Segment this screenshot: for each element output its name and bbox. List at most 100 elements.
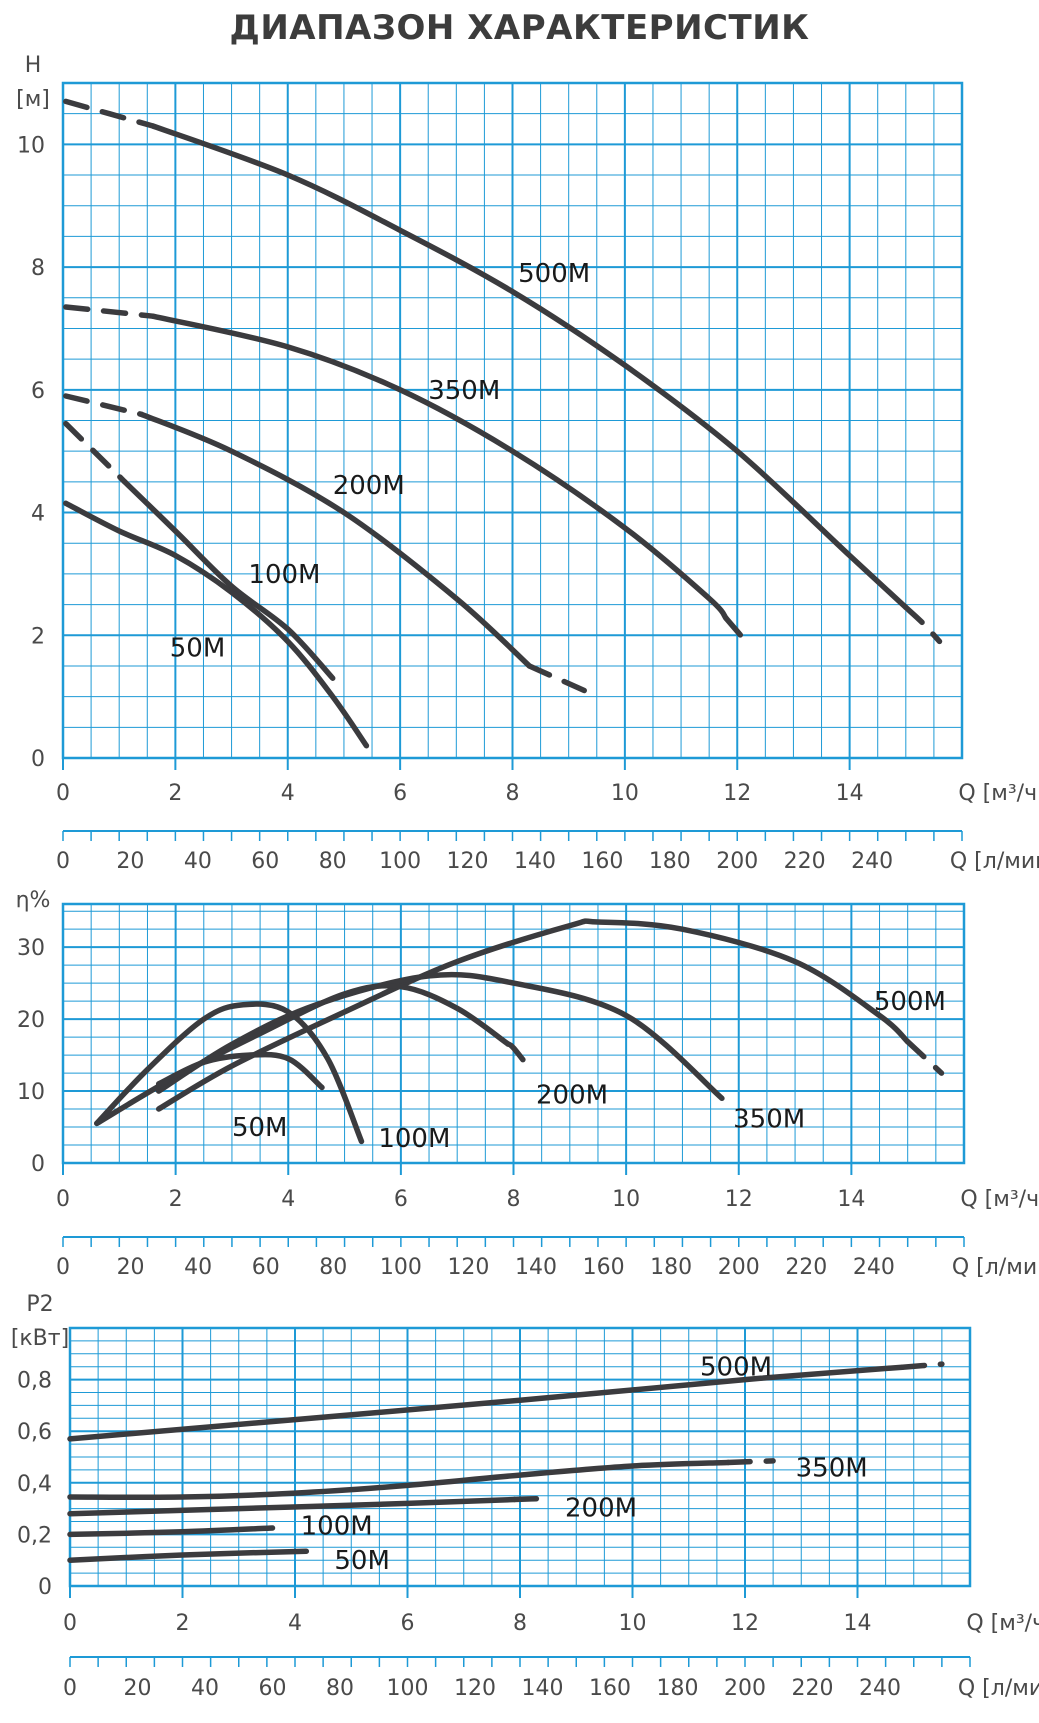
x-tick-label: 10	[619, 1611, 647, 1636]
x2-tick-label: 220	[785, 1255, 827, 1280]
x-tick-label: 10	[611, 781, 639, 806]
curve-200M	[94, 982, 511, 1127]
curve-500M-dashed-start	[63, 98, 156, 129]
x2-tick-label: 140	[515, 1255, 557, 1280]
x2-axis-label: Q [л/мин]	[950, 849, 1039, 874]
x2-tick-label: 80	[319, 849, 347, 874]
x2-tick-label: 20	[117, 1255, 145, 1280]
chart-3: 0 0,2 0,4 0,6 0,8 P2 [кВт] 0 2 4 6 8 10 12 14 Q [м³/ч] 0…	[11, 1292, 1039, 1701]
curve-350M	[155, 971, 725, 1102]
y-tick-label: 0,6	[17, 1420, 52, 1445]
x2-tick-label: 240	[853, 1255, 895, 1280]
y-tick-label: 4	[31, 502, 45, 527]
series-label-100M: 100M	[301, 1511, 373, 1541]
x-tick-label: 6	[401, 1611, 415, 1636]
series-label-200M: 200M	[565, 1493, 637, 1523]
curve-200M	[67, 1496, 518, 1517]
curve-500M-dashed-end	[899, 1361, 945, 1370]
x-tick-label: 14	[837, 1187, 865, 1212]
series-label-350M: 350M	[733, 1104, 805, 1134]
x-tick-label: 0	[63, 1611, 77, 1636]
x-tick-label: 6	[394, 1187, 408, 1212]
y-tick-label: 0,4	[17, 1472, 52, 1497]
x2-tick-label: 200	[724, 1676, 766, 1701]
y-tick-label: 8	[31, 256, 45, 281]
x2-tick-label: 180	[657, 1676, 699, 1701]
x-tick-label: 14	[836, 781, 864, 806]
x2-tick-label: 20	[116, 849, 144, 874]
series-label-50M: 50M	[232, 1113, 288, 1143]
x2-tick-label: 0	[63, 1676, 77, 1701]
y-axis-label: [кВт]	[11, 1326, 69, 1351]
curve-350M-dashed-end	[723, 615, 752, 648]
series-label-50M: 50M	[334, 1546, 390, 1576]
series-label-200M: 200M	[333, 471, 405, 501]
x2-tick-label: 60	[259, 1676, 287, 1701]
x2-tick-label: 180	[650, 1255, 692, 1280]
x-tick-label: 14	[844, 1611, 872, 1636]
curve-500M	[67, 1364, 906, 1442]
y-tick-label: 0,8	[17, 1369, 52, 1394]
x-tick-label: 0	[56, 781, 70, 806]
x2-tick-label: 0	[56, 1255, 70, 1280]
x2-tick-label: 160	[583, 1255, 625, 1280]
x2-tick-label: 240	[851, 849, 893, 874]
series-label-500M: 500M	[874, 987, 946, 1017]
x2-tick-label: 240	[859, 1676, 901, 1701]
x-tick-label: 4	[288, 1611, 302, 1636]
curve-200M-dashed-end	[526, 663, 594, 697]
x2-tick-label: 40	[184, 1255, 212, 1280]
y-tick-label: 10	[17, 1080, 45, 1105]
x-tick-label: 2	[168, 781, 182, 806]
x2-tick-label: 220	[784, 849, 826, 874]
curve-200M-dashed-start	[63, 393, 145, 418]
curve-350M	[150, 313, 729, 621]
x-tick-label: 12	[731, 1611, 759, 1636]
curve-50M	[67, 1548, 310, 1563]
x2-tick-label: 140	[514, 849, 556, 874]
series-label-50M: 50M	[170, 634, 226, 664]
curve-500M-dashed-end	[904, 1038, 945, 1076]
x2-tick-label: 160	[581, 849, 623, 874]
x2-axis-label: Q [л/мин]	[958, 1676, 1039, 1701]
x-tick-label: 8	[506, 781, 520, 806]
x2-tick-label: 120	[447, 849, 489, 874]
y-axis-label: [м]	[16, 87, 50, 112]
y-axis-label: η%	[16, 888, 51, 913]
x2-tick-label: 120	[454, 1676, 496, 1701]
series-label-500M: 500M	[518, 259, 590, 289]
y-axis-label: H	[25, 53, 42, 78]
curve-350M	[67, 1459, 731, 1501]
curve-500M	[150, 123, 909, 611]
x2-tick-label: 40	[184, 849, 212, 874]
x2-tick-label: 160	[589, 1676, 631, 1701]
x2-tick-label: 20	[124, 1676, 152, 1701]
x2-tick-label: 100	[380, 1255, 422, 1280]
curve-100M-dashed-start	[63, 420, 128, 485]
x-tick-label: 2	[169, 1187, 183, 1212]
y-tick-label: 20	[17, 1008, 45, 1033]
x2-tick-label: 60	[252, 1255, 280, 1280]
series-label-100M: 100M	[248, 560, 320, 590]
x2-tick-label: 80	[319, 1255, 347, 1280]
x2-tick-label: 0	[56, 849, 70, 874]
curve-350M-dashed-start	[63, 304, 156, 319]
x-tick-label: 6	[393, 781, 407, 806]
x2-tick-label: 100	[387, 1676, 429, 1701]
x-axis-label: Q [м³/ч]	[958, 781, 1039, 806]
series-label-100M: 100M	[378, 1124, 450, 1154]
chart-1: 0 2 4 6 8 10 H [м] 0 2 4 6 8 10 12 14 Q [м³/ч] 0 20 40 60 80 1…	[16, 53, 1039, 874]
y-axis-label: P2	[26, 1292, 53, 1317]
series-label-500M: 500M	[700, 1353, 772, 1383]
curve-50M	[63, 500, 370, 749]
x-tick-label: 2	[176, 1611, 190, 1636]
x-tick-label: 10	[612, 1187, 640, 1212]
curve-100M	[67, 1525, 276, 1538]
y-tick-label: 0	[31, 1152, 45, 1177]
y-tick-label: 2	[31, 624, 45, 649]
y-tick-label: 0	[38, 1575, 52, 1600]
x-tick-label: 8	[513, 1611, 527, 1636]
chart-2: 0 10 20 30 η% 0 2 4 6 8 10 12 14 Q [м³/ч] 0 20 40 60 80 100…	[16, 888, 1039, 1280]
